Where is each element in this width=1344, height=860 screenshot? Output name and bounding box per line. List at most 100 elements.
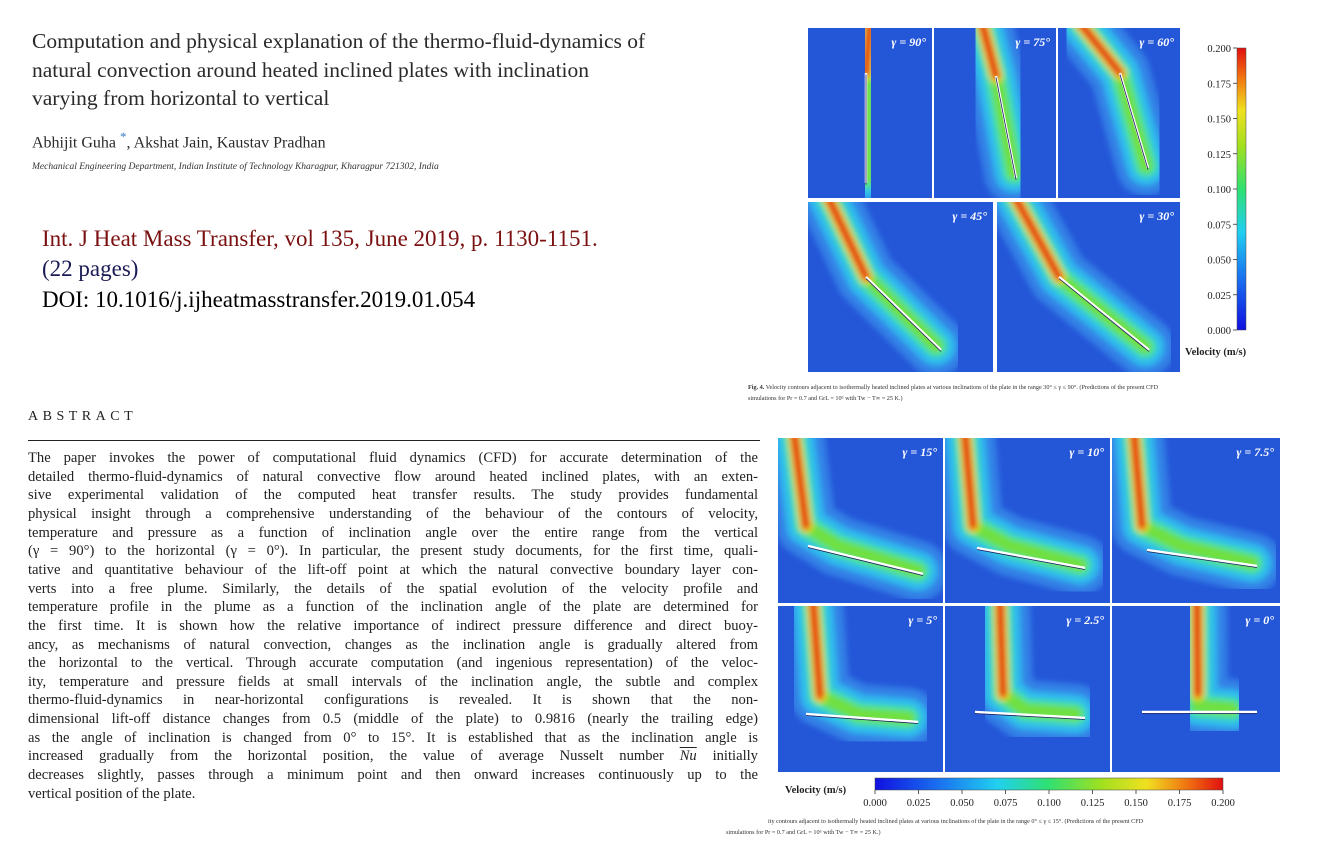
caption: simulations for Pr = 0.7 and GrL = 10⁶ w… bbox=[726, 829, 881, 836]
plate bbox=[1146, 548, 1258, 568]
plume bbox=[783, 606, 938, 748]
contour-panel bbox=[1112, 438, 1280, 603]
colorbar-tick-label: 0.100 bbox=[1207, 185, 1231, 196]
contour-panel bbox=[808, 202, 993, 372]
corresponding-mark[interactable]: * bbox=[120, 129, 127, 144]
abstract-line: The paper invokes the power of computati… bbox=[28, 450, 758, 466]
plume bbox=[778, 438, 943, 601]
colorbar-tick-label: 0.200 bbox=[1211, 798, 1235, 809]
plate bbox=[807, 544, 924, 576]
authors: Abhijit Guha *, Akshat Jain, Kaustav Pra… bbox=[32, 129, 326, 152]
plate-edge bbox=[995, 77, 1017, 180]
panel-label: γ = 30° bbox=[1139, 209, 1174, 223]
plume-layer bbox=[827, 202, 869, 280]
contour-panel bbox=[808, 28, 932, 198]
colorbar-tick-label: 0.100 bbox=[1037, 798, 1061, 809]
abstract-line: ancy, as mechanisms of natural convectio… bbox=[28, 636, 758, 653]
caption: simulations for Pr = 0.7 and GrL = 10⁶ w… bbox=[748, 395, 903, 402]
colorbar bbox=[1236, 47, 1247, 331]
plate bbox=[805, 712, 919, 724]
plate bbox=[976, 546, 1086, 570]
contour-panel bbox=[1112, 606, 1280, 772]
abstract-line: dimensional lift-off distance changes fr… bbox=[28, 711, 758, 728]
plate-edge bbox=[865, 278, 942, 352]
text-span: increased gradually from the horizontal … bbox=[28, 748, 680, 765]
text-span: initially bbox=[696, 748, 758, 765]
panel-label: γ = 0° bbox=[1245, 613, 1274, 627]
plume bbox=[945, 438, 1110, 595]
affiliation: Mechanical Engineering Department, India… bbox=[32, 162, 439, 172]
title-line: natural convection around heated incline… bbox=[32, 58, 590, 82]
plume-layer bbox=[962, 438, 976, 529]
colorbar-tick-label: 0.025 bbox=[907, 798, 931, 809]
abstract-line: the horizontal to the vertical. Through … bbox=[28, 655, 758, 672]
plate-edge bbox=[1146, 551, 1258, 568]
panel-label: γ = 5° bbox=[908, 613, 937, 627]
colorbar-tick-label: 0.075 bbox=[1207, 220, 1231, 231]
abstract-line: temperature and pressure as a function o… bbox=[28, 524, 758, 541]
colorbar-tick-label: 0.050 bbox=[950, 798, 974, 809]
plume-layer bbox=[863, 28, 873, 76]
colorbar-tick-label: 0.025 bbox=[1207, 291, 1231, 302]
plume-layer bbox=[792, 438, 809, 529]
panel-label: γ = 7.5° bbox=[1236, 445, 1274, 459]
colorbar-tick-label: 0.000 bbox=[1207, 326, 1231, 337]
plate-edge bbox=[807, 547, 924, 576]
colorbar-tick-label: 0.075 bbox=[994, 798, 1018, 809]
abstract-heading: ABSTRACT bbox=[28, 409, 138, 424]
panel-label: γ = 15° bbox=[902, 445, 937, 459]
abstract-line: the first time. It is shown how the rela… bbox=[28, 617, 758, 634]
abstract-line: sive experimental validation of the comp… bbox=[28, 487, 758, 504]
abstract-line: vertical position of the plate. bbox=[28, 785, 196, 802]
title-line: Computation and physical explanation of … bbox=[32, 29, 646, 53]
abstract-line: physical insight through a comprehensive… bbox=[28, 505, 758, 522]
contour-panel bbox=[945, 438, 1110, 603]
abstract-line: as the angle of inclination is changed f… bbox=[28, 729, 758, 746]
abstract-line: decreases slightly, passes through a min… bbox=[28, 767, 758, 784]
plume-layer bbox=[1080, 28, 1123, 76]
plume-layer bbox=[980, 28, 999, 79]
plume-layer bbox=[1194, 606, 1201, 697]
plate bbox=[1118, 72, 1150, 169]
plume bbox=[952, 28, 1044, 198]
author-text: Abhijit Guha bbox=[32, 134, 120, 152]
abstract-line: detailed thermo-fluid-dynamics of natura… bbox=[28, 468, 758, 485]
colorbar bbox=[874, 777, 1224, 791]
contour-panel bbox=[934, 28, 1056, 198]
citation: (22 pages) bbox=[42, 256, 139, 281]
panel-label: γ = 45° bbox=[952, 209, 987, 223]
contour-panel bbox=[778, 606, 943, 772]
colorbar-tick-label: 0.150 bbox=[1207, 115, 1231, 126]
panel-label: γ = 10° bbox=[1069, 445, 1104, 459]
symbol: Nu bbox=[679, 748, 697, 765]
abstract-line: thermo-fluid-dynamics in near-horizontal… bbox=[28, 692, 758, 709]
colorbar-label: Velocity (m/s) bbox=[785, 785, 847, 796]
colorbar-tick-label: 0.125 bbox=[1207, 150, 1231, 161]
plume-layer bbox=[810, 606, 823, 699]
plume bbox=[970, 606, 1105, 744]
contour-panel bbox=[945, 606, 1110, 772]
abstract-line: increased gradually from the horizontal … bbox=[28, 747, 758, 765]
plate-edge bbox=[974, 713, 1086, 720]
panel-label: γ = 90° bbox=[891, 35, 926, 49]
colorbar-tick-label: 0.050 bbox=[1207, 256, 1231, 267]
caption-label: Fig. 4. bbox=[748, 384, 765, 391]
abstract-line: temperature profile in the plume as a fu… bbox=[28, 599, 758, 616]
abstract-line: verts into a free plume. Similarly, the … bbox=[28, 580, 758, 597]
rule bbox=[28, 440, 760, 441]
plate-edge bbox=[976, 549, 1086, 570]
plume-layer bbox=[1131, 438, 1145, 529]
citation: Int. J Heat Mass Transfer, vol 135, June… bbox=[42, 226, 598, 251]
plume-layer bbox=[1014, 202, 1062, 280]
abstract-line: tative and quantitative behaviour of the… bbox=[28, 561, 758, 578]
title-line: varying from horizontal to vertical bbox=[32, 86, 330, 110]
plate-edge bbox=[1058, 278, 1150, 352]
plate bbox=[865, 276, 942, 351]
colorbar-tick-label: 0.175 bbox=[1168, 798, 1192, 809]
contour-panel bbox=[1058, 28, 1180, 198]
colorbar-tick-label: 0.200 bbox=[1207, 44, 1231, 55]
panel-label: γ = 75° bbox=[1015, 35, 1050, 49]
colorbar-tick-label: 0.150 bbox=[1124, 798, 1148, 809]
